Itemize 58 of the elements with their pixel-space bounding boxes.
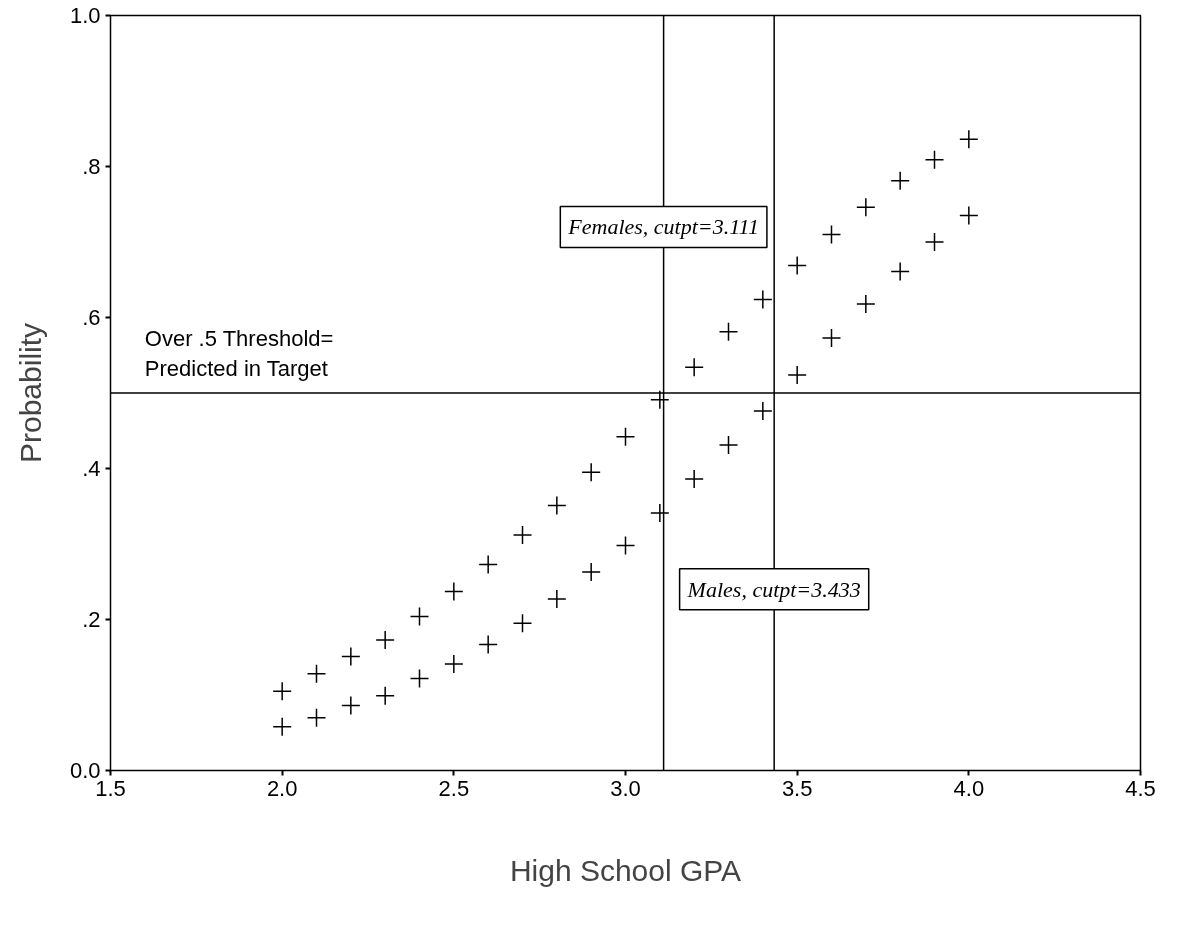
- x-tick-label: 3.0: [610, 775, 641, 801]
- y-tick-label: .8: [82, 154, 101, 179]
- point: [409, 606, 430, 627]
- point: [306, 707, 327, 728]
- y-tick-label: .4: [82, 456, 101, 481]
- point: [856, 294, 876, 314]
- x-tick-label: 4.5: [1125, 775, 1156, 801]
- point: [890, 171, 910, 191]
- point: [787, 255, 807, 276]
- point: [512, 613, 533, 634]
- point: [341, 695, 361, 716]
- point: [615, 535, 636, 556]
- point: [375, 630, 395, 650]
- point: [478, 554, 498, 575]
- point: [444, 654, 464, 674]
- point: [650, 390, 670, 410]
- point: [856, 197, 876, 218]
- y-tick-label: 1.0: [69, 3, 101, 28]
- point: [341, 646, 361, 667]
- y-tick-label: .2: [82, 607, 101, 632]
- point: [959, 129, 979, 150]
- point: [890, 261, 910, 282]
- point: [272, 716, 292, 737]
- point: [581, 462, 601, 483]
- point: [821, 224, 842, 245]
- point: [924, 149, 945, 170]
- point: [753, 401, 773, 421]
- point: [478, 634, 498, 655]
- point: [547, 589, 567, 609]
- point: [409, 668, 430, 689]
- y-axis-title: Probability: [13, 322, 47, 464]
- x-tick-label: 3.5: [781, 775, 813, 801]
- point: [959, 205, 979, 226]
- point: [547, 495, 567, 516]
- point: [272, 681, 292, 701]
- point: [753, 289, 773, 310]
- x-tick-label: 2.5: [438, 775, 470, 801]
- point: [718, 322, 739, 342]
- y-tick-label: .6: [82, 305, 101, 330]
- point: [615, 427, 636, 447]
- point: [375, 686, 395, 706]
- point: [821, 328, 842, 348]
- x-tick-label: 2.0: [266, 775, 298, 801]
- point: [444, 581, 464, 602]
- ref-line-label: Females, cutpt=3.111: [567, 214, 759, 240]
- point: [684, 357, 704, 378]
- point: [512, 525, 533, 545]
- point: [787, 365, 807, 385]
- point: [684, 469, 704, 489]
- point: [924, 232, 945, 252]
- point: [581, 562, 601, 582]
- ref-line-label: Males, cutpt=3.433: [686, 576, 861, 602]
- point: [718, 435, 739, 455]
- x-axis-title: High School GPA: [509, 853, 742, 887]
- x-tick-label: 4.0: [953, 775, 985, 801]
- ref-line-label: Over .5 Threshold= Predicted in Target: [144, 326, 334, 381]
- point: [306, 664, 327, 684]
- point: [650, 503, 670, 523]
